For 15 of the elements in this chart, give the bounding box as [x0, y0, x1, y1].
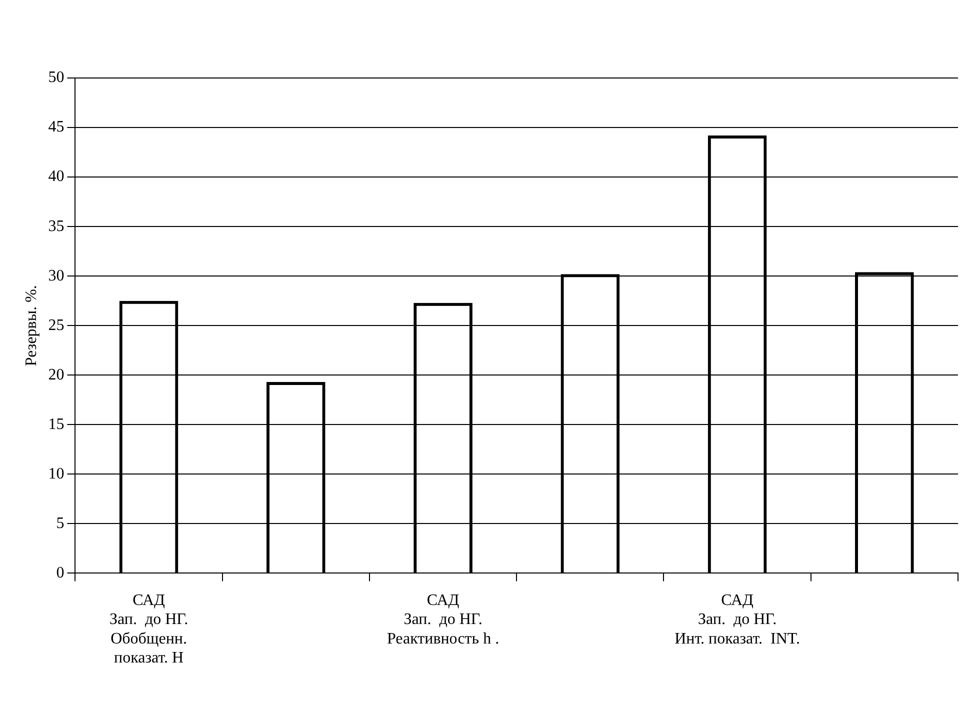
y-axis-title: Резервы. %.: [22, 285, 40, 366]
y-tick-label: 35: [48, 218, 64, 235]
y-tick-label: 40: [48, 168, 64, 186]
y-tick-label: 0: [56, 564, 64, 582]
x-tick-label: САД Зап. до НГ. Реактивность h .: [386, 592, 500, 648]
y-tick-label: 30: [48, 267, 64, 284]
y-tick-label: 25: [48, 316, 64, 334]
y-tick-label: 10: [48, 465, 64, 482]
y-tick-label: 5: [56, 514, 64, 532]
y-tick-label: 15: [48, 416, 64, 433]
y-tick-label: 20: [48, 366, 64, 384]
x-tick-label: САД Зап. до НГ. Обобщенн. показат. H: [109, 592, 188, 667]
x-tick-label: САД Зап. до НГ. Инт. показат. INT.: [674, 592, 800, 648]
y-tick-label: 45: [48, 118, 64, 136]
y-tick-label: 50: [48, 69, 64, 86]
